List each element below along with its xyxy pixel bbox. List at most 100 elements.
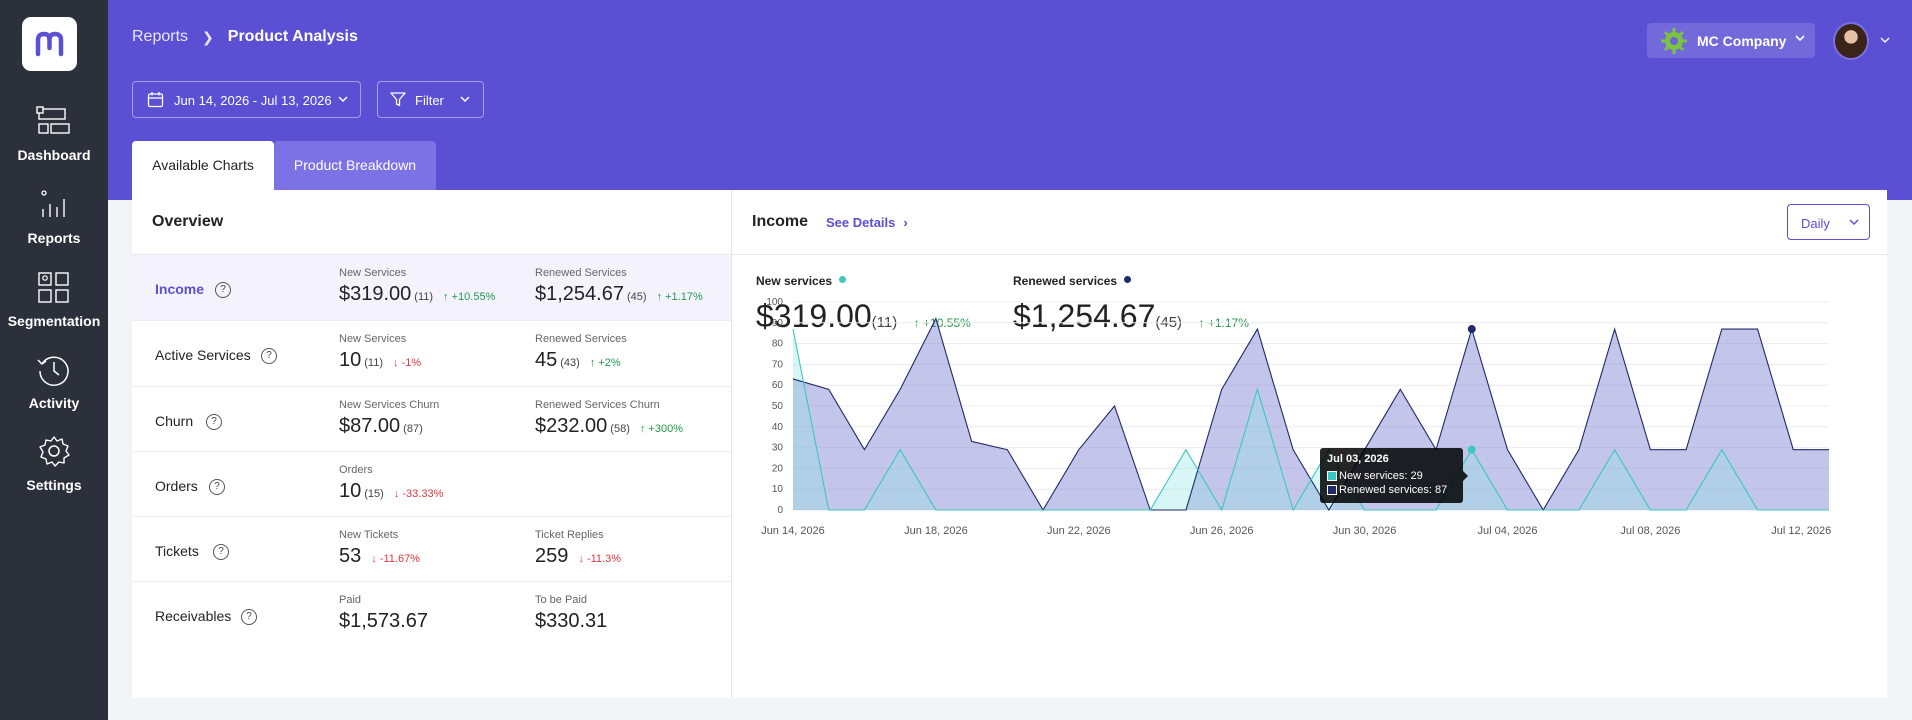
metric-column: New Services 10 (11) ↓ -1% [339,333,421,372]
x-tick-label: Jun 26, 2026 [1190,525,1254,537]
change-up: ↑ +300% [640,423,683,435]
y-tick-label: 80 [772,339,784,350]
change-value: -1% [401,357,422,369]
metric-row-receivables[interactable]: Receivables? Paid $1,573.67 To be Paid $330.… [132,582,731,648]
arrow-down-icon: ↓ [371,553,380,565]
filter-icon [390,92,406,107]
metric-column: Orders 10 (15) ↓ -33.33% [339,464,443,503]
x-tick-label: Jun 22, 2026 [1047,525,1111,537]
metric-label: To be Paid [535,594,587,606]
new-services-swatch-icon [1327,471,1337,481]
metric-value-line: $319.00 (11) ↑ +10.55% [339,283,495,306]
new-services-dot-icon [839,276,847,283]
tab-available-charts[interactable]: Available Charts [132,141,274,190]
period-select[interactable]: Daily [1787,204,1870,240]
metric-value-line: $330.31 [535,610,607,633]
metric-value: $319.00 [339,283,412,305]
metric-row-income[interactable]: Income? New Services $319.00 (11) ↑ +10.55% R… [132,255,731,321]
arrow-up-icon: ↑ [589,357,599,369]
metric-count: (87) [403,423,423,435]
metric-value: $232.00 [535,415,608,437]
income-title: Income [752,213,809,230]
renewed-services-label: Renewed services [1013,274,1118,288]
period-value: Daily [1801,216,1830,231]
metric-value-line: 259 ↓ -11.3% [535,545,621,568]
sidebar-item-label: Segmentation [7,313,101,329]
y-tick-label: 90 [772,318,784,329]
sidebar-item-label: Reports [27,230,81,246]
sidebar-item-label: Settings [26,477,82,493]
metric-value: 53 [339,545,362,567]
metric-column: Renewed Services 45 (43) ↑ +2% [535,333,627,372]
sidebar-item-reports[interactable]: Reports [0,187,108,263]
gear-icon [39,436,70,467]
change-up: ↑ +1.17% [657,291,703,303]
y-tick-label: 0 [777,505,783,516]
income-area-chart[interactable]: 0 10 20 30 40 50 60 70 80 90 100 Jun 14, 2026 Jun 18… [732,190,1888,650]
chevron-down-icon [338,96,348,103]
metric-value-line: $232.00 (58) ↑ +300% [535,415,683,438]
y-tick-label: 60 [772,380,784,391]
overview-panel: Overview Income? New Services $319.00 (11) ↑… [132,190,731,698]
filter-button[interactable]: Filter [377,81,484,118]
metric-label: New Tickets [339,529,399,541]
change-down: ↓ -1% [393,357,421,369]
help-icon[interactable]: ? [215,282,231,298]
metric-column: Renewed Services $1,254.67 (45) ↑ +1.17% [535,267,703,306]
metric-row-churn[interactable]: Churn? New Services Churn $87.00 (87) Renewe… [132,387,731,452]
see-details-link[interactable]: See Details › [826,215,908,230]
new-services-summary: New services $319.00(11) ↑ +10.55% [756,272,971,335]
metric-row-tickets[interactable]: Tickets? New Tickets 53 ↓ -11.67% Ticket Rep… [132,517,731,582]
renewed-services-point [1467,325,1476,334]
metric-row-active-services[interactable]: Active Services? New Services 10 (11) ↓ -1% R… [132,321,731,387]
help-icon[interactable]: ? [209,479,225,495]
metric-value: 259 [535,545,569,567]
metric-count: (43) [560,357,580,369]
help-icon[interactable]: ? [213,544,229,560]
date-range-label: Jun 14, 2026 - Jul 13, 2026 [174,93,332,108]
metric-label: New Services [339,267,407,279]
x-tick-label: Jul 12, 2026 [1771,525,1831,537]
y-tick-label: 50 [772,401,784,412]
change-down: ↓ -33.33% [394,488,444,500]
renewed-services-swatch-icon [1327,485,1337,495]
metric-column: New Tickets 53 ↓ -11.67% [339,529,420,568]
avatar[interactable] [1833,22,1869,60]
change-value: +10.55% [451,291,496,303]
x-tick-label: Jun 14, 2026 [761,525,825,537]
help-icon[interactable]: ? [241,609,257,625]
arrow-down-icon: ↓ [393,488,403,500]
metric-value: $1,254.67 [535,283,624,305]
arrow-down-icon: ↓ [578,553,587,565]
breadcrumb-reports-link[interactable]: Reports [132,28,189,45]
see-details-label: See Details [826,215,896,230]
metric-name: Income [155,281,205,297]
arrow-down-icon: ↓ [393,357,402,369]
change-up: ↑ +2% [590,357,621,369]
tab-product-breakdown[interactable]: Product Breakdown [274,141,436,190]
sidebar-item-settings[interactable]: Settings [0,434,108,510]
metric-value-line: 10 (15) ↓ -33.33% [339,480,443,503]
metric-label: Renewed Services [535,333,627,345]
help-icon[interactable]: ? [261,348,277,364]
app-logo[interactable] [22,17,77,71]
metric-value: 10 [339,349,362,371]
sidebar-item-segmentation[interactable]: Segmentation [0,270,108,346]
sidebar-item-dashboard[interactable]: Dashboard [0,104,108,180]
date-range-picker[interactable]: Jun 14, 2026 - Jul 13, 2026 [132,81,361,118]
metric-row-orders[interactable]: Orders? Orders 10 (15) ↓ -33.33% [132,452,731,517]
sidebar-item-activity[interactable]: Activity [0,352,108,428]
company-logo-icon [1661,28,1687,54]
new-services-label: New services [756,274,833,288]
sidebar: Dashboard Reports Segmentation Activity [0,0,108,720]
metric-label: Ticket Replies [535,529,604,541]
metric-value: $87.00 [339,415,401,437]
tooltip-caret [1463,471,1468,481]
company-switcher-button[interactable]: MC Company [1647,23,1815,58]
help-icon[interactable]: ? [206,414,222,430]
metric-value-line: $1,573.67 [339,610,428,633]
metric-value-line: $1,254.67 (45) ↑ +1.17% [535,283,703,306]
chevron-right-icon: › [903,215,908,230]
chevron-down-icon[interactable] [1880,37,1890,44]
metric-label: New Services Churn [339,399,440,411]
